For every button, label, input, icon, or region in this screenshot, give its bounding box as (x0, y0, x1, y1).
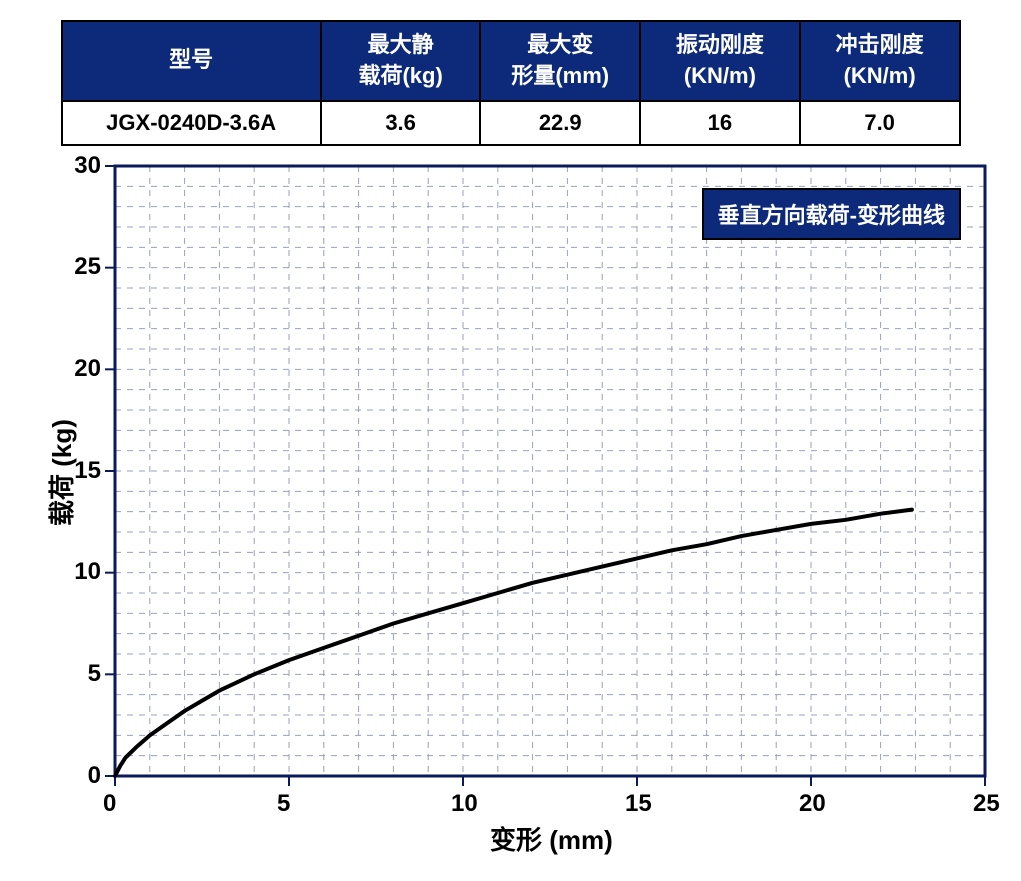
cell-model: JGX-0240D-3.6A (62, 101, 321, 145)
cell-vib-stiff: 16 (640, 101, 800, 145)
x-tick-label: 10 (451, 790, 478, 818)
cell-imp-stiff: 7.0 (800, 101, 960, 145)
y-tick-label: 25 (74, 253, 101, 281)
x-tick-label: 25 (973, 790, 1000, 818)
x-axis-label: 变形 (mm) (490, 820, 613, 857)
cell-max-load: 3.6 (321, 101, 481, 145)
x-tick-label: 20 (799, 790, 826, 818)
col-header-imp-stiff: 冲击刚度(KN/m) (800, 21, 960, 101)
spec-table: 型号 最大静载荷(kg) 最大变形量(mm) 振动刚度(KN/m) 冲击刚度(K… (61, 20, 961, 146)
x-tick-label: 15 (625, 790, 652, 818)
col-header-max-load: 最大静载荷(kg) (321, 21, 481, 101)
x-tick-label: 5 (277, 790, 290, 818)
col-header-max-defl: 最大变形量(mm) (480, 21, 640, 101)
col-header-model: 型号 (62, 21, 321, 101)
chart-svg (20, 156, 1001, 856)
cell-max-defl: 22.9 (480, 101, 640, 145)
x-tick-label: 0 (103, 790, 116, 818)
col-header-vib-stiff: 振动刚度(KN/m) (640, 21, 800, 101)
chart-legend: 垂直方向载荷-变形曲线 (702, 188, 961, 240)
y-tick-label: 20 (74, 355, 101, 383)
y-tick-label: 0 (88, 762, 101, 790)
y-tick-label: 10 (74, 558, 101, 586)
y-tick-label: 5 (88, 660, 101, 688)
table-row: JGX-0240D-3.6A 3.6 22.9 16 7.0 (62, 101, 960, 145)
table-header-row: 型号 最大静载荷(kg) 最大变形量(mm) 振动刚度(KN/m) 冲击刚度(K… (62, 21, 960, 101)
y-tick-label: 15 (74, 457, 101, 485)
y-tick-label: 30 (74, 152, 101, 180)
chart-container: 垂直方向载荷-变形曲线 载荷 (kg) 变形 (mm) 051015202505… (20, 156, 1001, 856)
